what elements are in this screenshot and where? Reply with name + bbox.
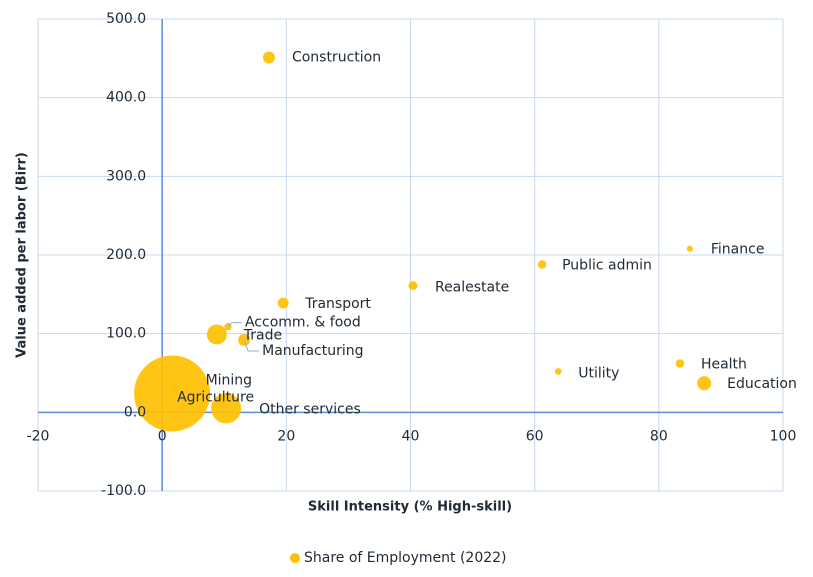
point-label: Health xyxy=(701,357,747,373)
point-label: Public admin xyxy=(562,257,652,273)
grid xyxy=(37,18,784,492)
x-axis-title: Skill Intensity (% High-skill) xyxy=(308,500,512,515)
bubble xyxy=(686,245,693,252)
leader-line xyxy=(227,322,242,327)
bubble xyxy=(675,359,685,368)
x-tick-label: 40 xyxy=(402,428,420,444)
bubble xyxy=(134,355,211,432)
y-tick-label: -100.0 xyxy=(101,483,146,499)
x-tick-label: 100 xyxy=(770,428,797,444)
bubble xyxy=(408,281,418,291)
y-tick-label: 300.0 xyxy=(106,168,146,184)
x-tick-label: 20 xyxy=(277,428,295,444)
bubble xyxy=(211,393,242,424)
point-label: Transport xyxy=(304,296,371,312)
bubble xyxy=(537,260,547,269)
y-tick-label: 200.0 xyxy=(106,247,146,263)
y-tick-label: 400.0 xyxy=(106,90,146,106)
bubble xyxy=(554,368,562,375)
x-tick-label: 60 xyxy=(526,428,544,444)
legend-marker xyxy=(290,553,300,563)
point-label: Accomm. & food xyxy=(245,315,361,331)
point-label: Realestate xyxy=(435,280,509,296)
bubble xyxy=(697,376,712,391)
point-label: Other services xyxy=(259,401,361,417)
y-axis-title: Value added per labor (Birr) xyxy=(15,152,30,358)
bubble xyxy=(277,297,289,309)
y-tick-label: 500.0 xyxy=(106,11,146,27)
bubble xyxy=(206,324,227,345)
point-label: Mining xyxy=(206,373,253,389)
point-label: Manufacturing xyxy=(262,343,363,359)
point-label: Finance xyxy=(711,242,765,258)
point-label: Agriculture xyxy=(177,389,254,405)
point-label: Education xyxy=(727,376,797,392)
x-tick-label: 0 xyxy=(158,428,167,444)
x-tick-label: 80 xyxy=(650,428,668,444)
y-tick-label: 0.0 xyxy=(124,404,146,420)
leader-line xyxy=(243,339,260,352)
x-tick-label: -20 xyxy=(27,428,50,444)
point-label: Utility xyxy=(578,365,619,381)
plot xyxy=(134,51,712,432)
point-label: Construction xyxy=(292,50,381,66)
point-label: Trade xyxy=(243,327,282,343)
legend-label: Share of Employment (2022) xyxy=(304,550,507,566)
bubble xyxy=(262,51,275,64)
y-tick-label: 100.0 xyxy=(106,326,146,342)
